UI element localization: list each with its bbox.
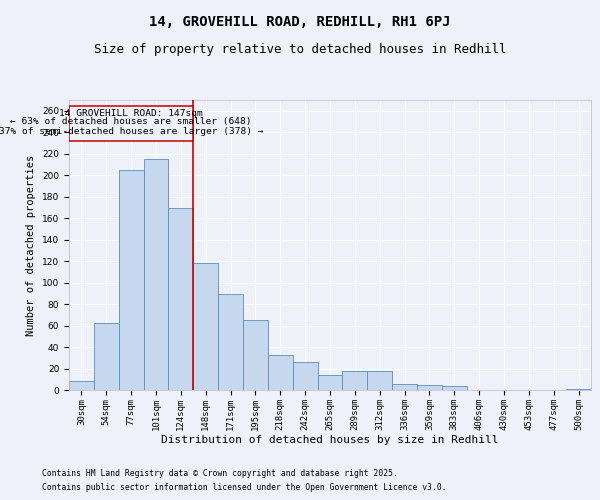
Bar <box>417 384 442 390</box>
Bar <box>343 370 367 390</box>
Bar <box>193 264 218 390</box>
Text: Contains public sector information licensed under the Open Government Licence v3: Contains public sector information licen… <box>42 484 446 492</box>
Bar <box>218 294 243 390</box>
Text: Contains HM Land Registry data © Crown copyright and database right 2025.: Contains HM Land Registry data © Crown c… <box>42 468 398 477</box>
Y-axis label: Number of detached properties: Number of detached properties <box>26 154 37 336</box>
Text: 14, GROVEHILL ROAD, REDHILL, RH1 6PJ: 14, GROVEHILL ROAD, REDHILL, RH1 6PJ <box>149 15 451 29</box>
Bar <box>69 106 193 141</box>
Text: 37% of semi-detached houses are larger (378) →: 37% of semi-detached houses are larger (… <box>0 127 263 136</box>
Bar <box>392 384 417 390</box>
Bar <box>442 386 467 390</box>
X-axis label: Distribution of detached houses by size in Redhill: Distribution of detached houses by size … <box>161 436 499 446</box>
Bar <box>69 382 94 390</box>
Bar <box>268 354 293 390</box>
Bar <box>293 362 317 390</box>
Bar <box>317 375 343 390</box>
Bar <box>169 208 193 390</box>
Bar <box>119 170 143 390</box>
Bar <box>566 389 591 390</box>
Text: Size of property relative to detached houses in Redhill: Size of property relative to detached ho… <box>94 42 506 56</box>
Bar <box>94 324 119 390</box>
Bar <box>243 320 268 390</box>
Text: 14 GROVEHILL ROAD: 147sqm: 14 GROVEHILL ROAD: 147sqm <box>59 108 203 118</box>
Bar <box>143 159 169 390</box>
Bar <box>367 370 392 390</box>
Text: ← 63% of detached houses are smaller (648): ← 63% of detached houses are smaller (64… <box>10 117 252 126</box>
